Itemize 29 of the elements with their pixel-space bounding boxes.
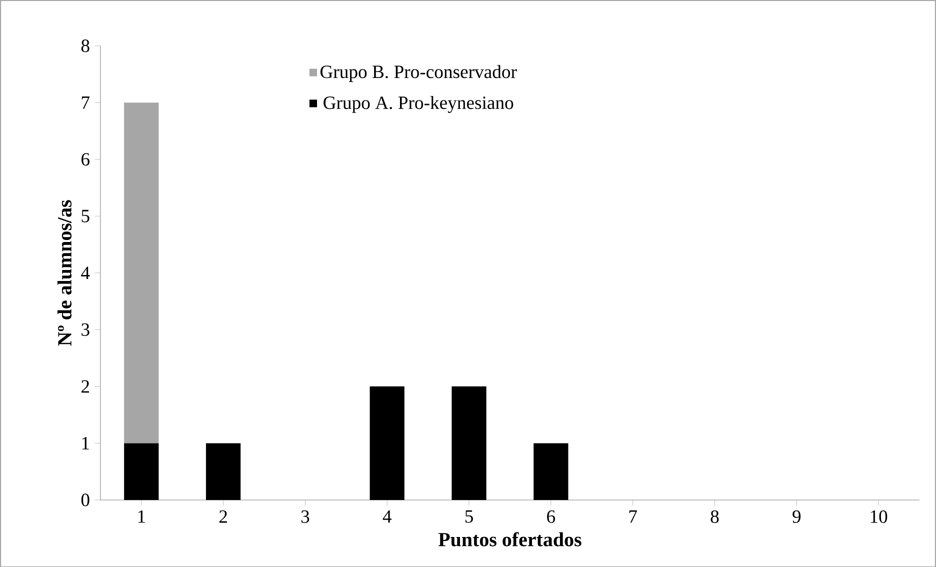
y-tick-label: 3 <box>82 323 90 336</box>
x-tick-label: 5 <box>465 510 473 523</box>
x-tick-label: 4 <box>382 510 392 522</box>
x-tick-label: 10 <box>870 510 888 523</box>
x-tick-label: 7 <box>629 510 637 522</box>
bar <box>452 386 486 500</box>
x-tick-label: 2 <box>219 510 227 522</box>
legend-label: Grupo A. Pro-keynesiano <box>324 96 514 113</box>
bar <box>124 102 159 443</box>
x-tick-label: 6 <box>547 510 556 523</box>
x-tick-label: 1 <box>138 510 145 522</box>
bar <box>206 442 241 500</box>
y-tick-label: 6 <box>82 152 90 166</box>
x-tick-label: 8 <box>710 510 719 523</box>
y-tick-label: 0 <box>81 493 90 506</box>
bar <box>370 386 404 500</box>
x-tick-label: 9 <box>792 510 801 523</box>
y-tick-label: 4 <box>81 266 90 279</box>
x-axis-title: Puntos ofertados <box>438 532 582 546</box>
y-tick-label: 5 <box>82 210 90 222</box>
y-axis-title: Nº de alumnos/as <box>57 200 72 346</box>
x-tick-label: 3 <box>301 510 310 523</box>
legend-label: Grupo B. Pro-conservador <box>320 64 517 82</box>
y-tick-label: 2 <box>82 380 90 392</box>
y-tick-label: 8 <box>81 39 90 52</box>
y-tick-label: 7 <box>82 96 90 108</box>
y-tick-label: 1 <box>82 436 89 450</box>
bar <box>534 442 568 500</box>
bar <box>124 442 159 500</box>
